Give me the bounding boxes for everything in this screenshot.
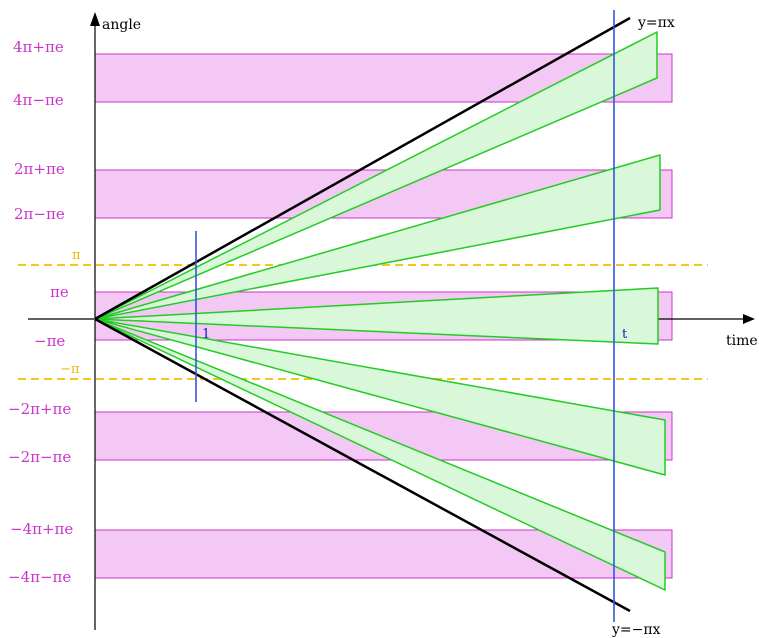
wedge-center [94, 287, 659, 345]
band-label: 2π+πe [14, 160, 65, 178]
wedge-lower-outer [94, 318, 666, 591]
upper-bound-label: y=πx [637, 15, 675, 31]
wedge-upper-middle [94, 154, 661, 320]
band-label: −2π+πe [8, 400, 71, 418]
band-label: 2π−πe [14, 205, 65, 223]
lower-bound-line [94, 317, 631, 613]
lower-bound-label: y=−πx [611, 622, 661, 638]
y-axis-arrow [90, 12, 100, 26]
band-label: 4π−πe [13, 91, 64, 109]
pi-label: π [72, 248, 81, 263]
band-label: −2π−πe [8, 448, 71, 466]
time-one-label: 1 [202, 327, 210, 342]
neg-pi-label: −π [60, 362, 80, 377]
band-label: πe [50, 283, 69, 301]
band-label: −4π−πe [8, 568, 71, 586]
wedge-lower-middle [94, 318, 666, 476]
band-label: −πe [34, 332, 65, 350]
time-t-label: t [622, 327, 628, 342]
wedges [94, 31, 666, 591]
x-axis-arrow [743, 314, 755, 324]
wedge-upper-outer [94, 31, 658, 320]
band-labels: 4π+πe 4π−πe 2π+πe 2π−πe πe −πe −2π+πe −2… [8, 38, 73, 586]
band-label: −4π+πe [10, 520, 73, 538]
upper-bound-line [94, 16, 631, 321]
y-axis-label: angle [102, 17, 141, 33]
band-label: 4π+πe [13, 38, 64, 56]
x-axis-label: time [726, 333, 758, 349]
